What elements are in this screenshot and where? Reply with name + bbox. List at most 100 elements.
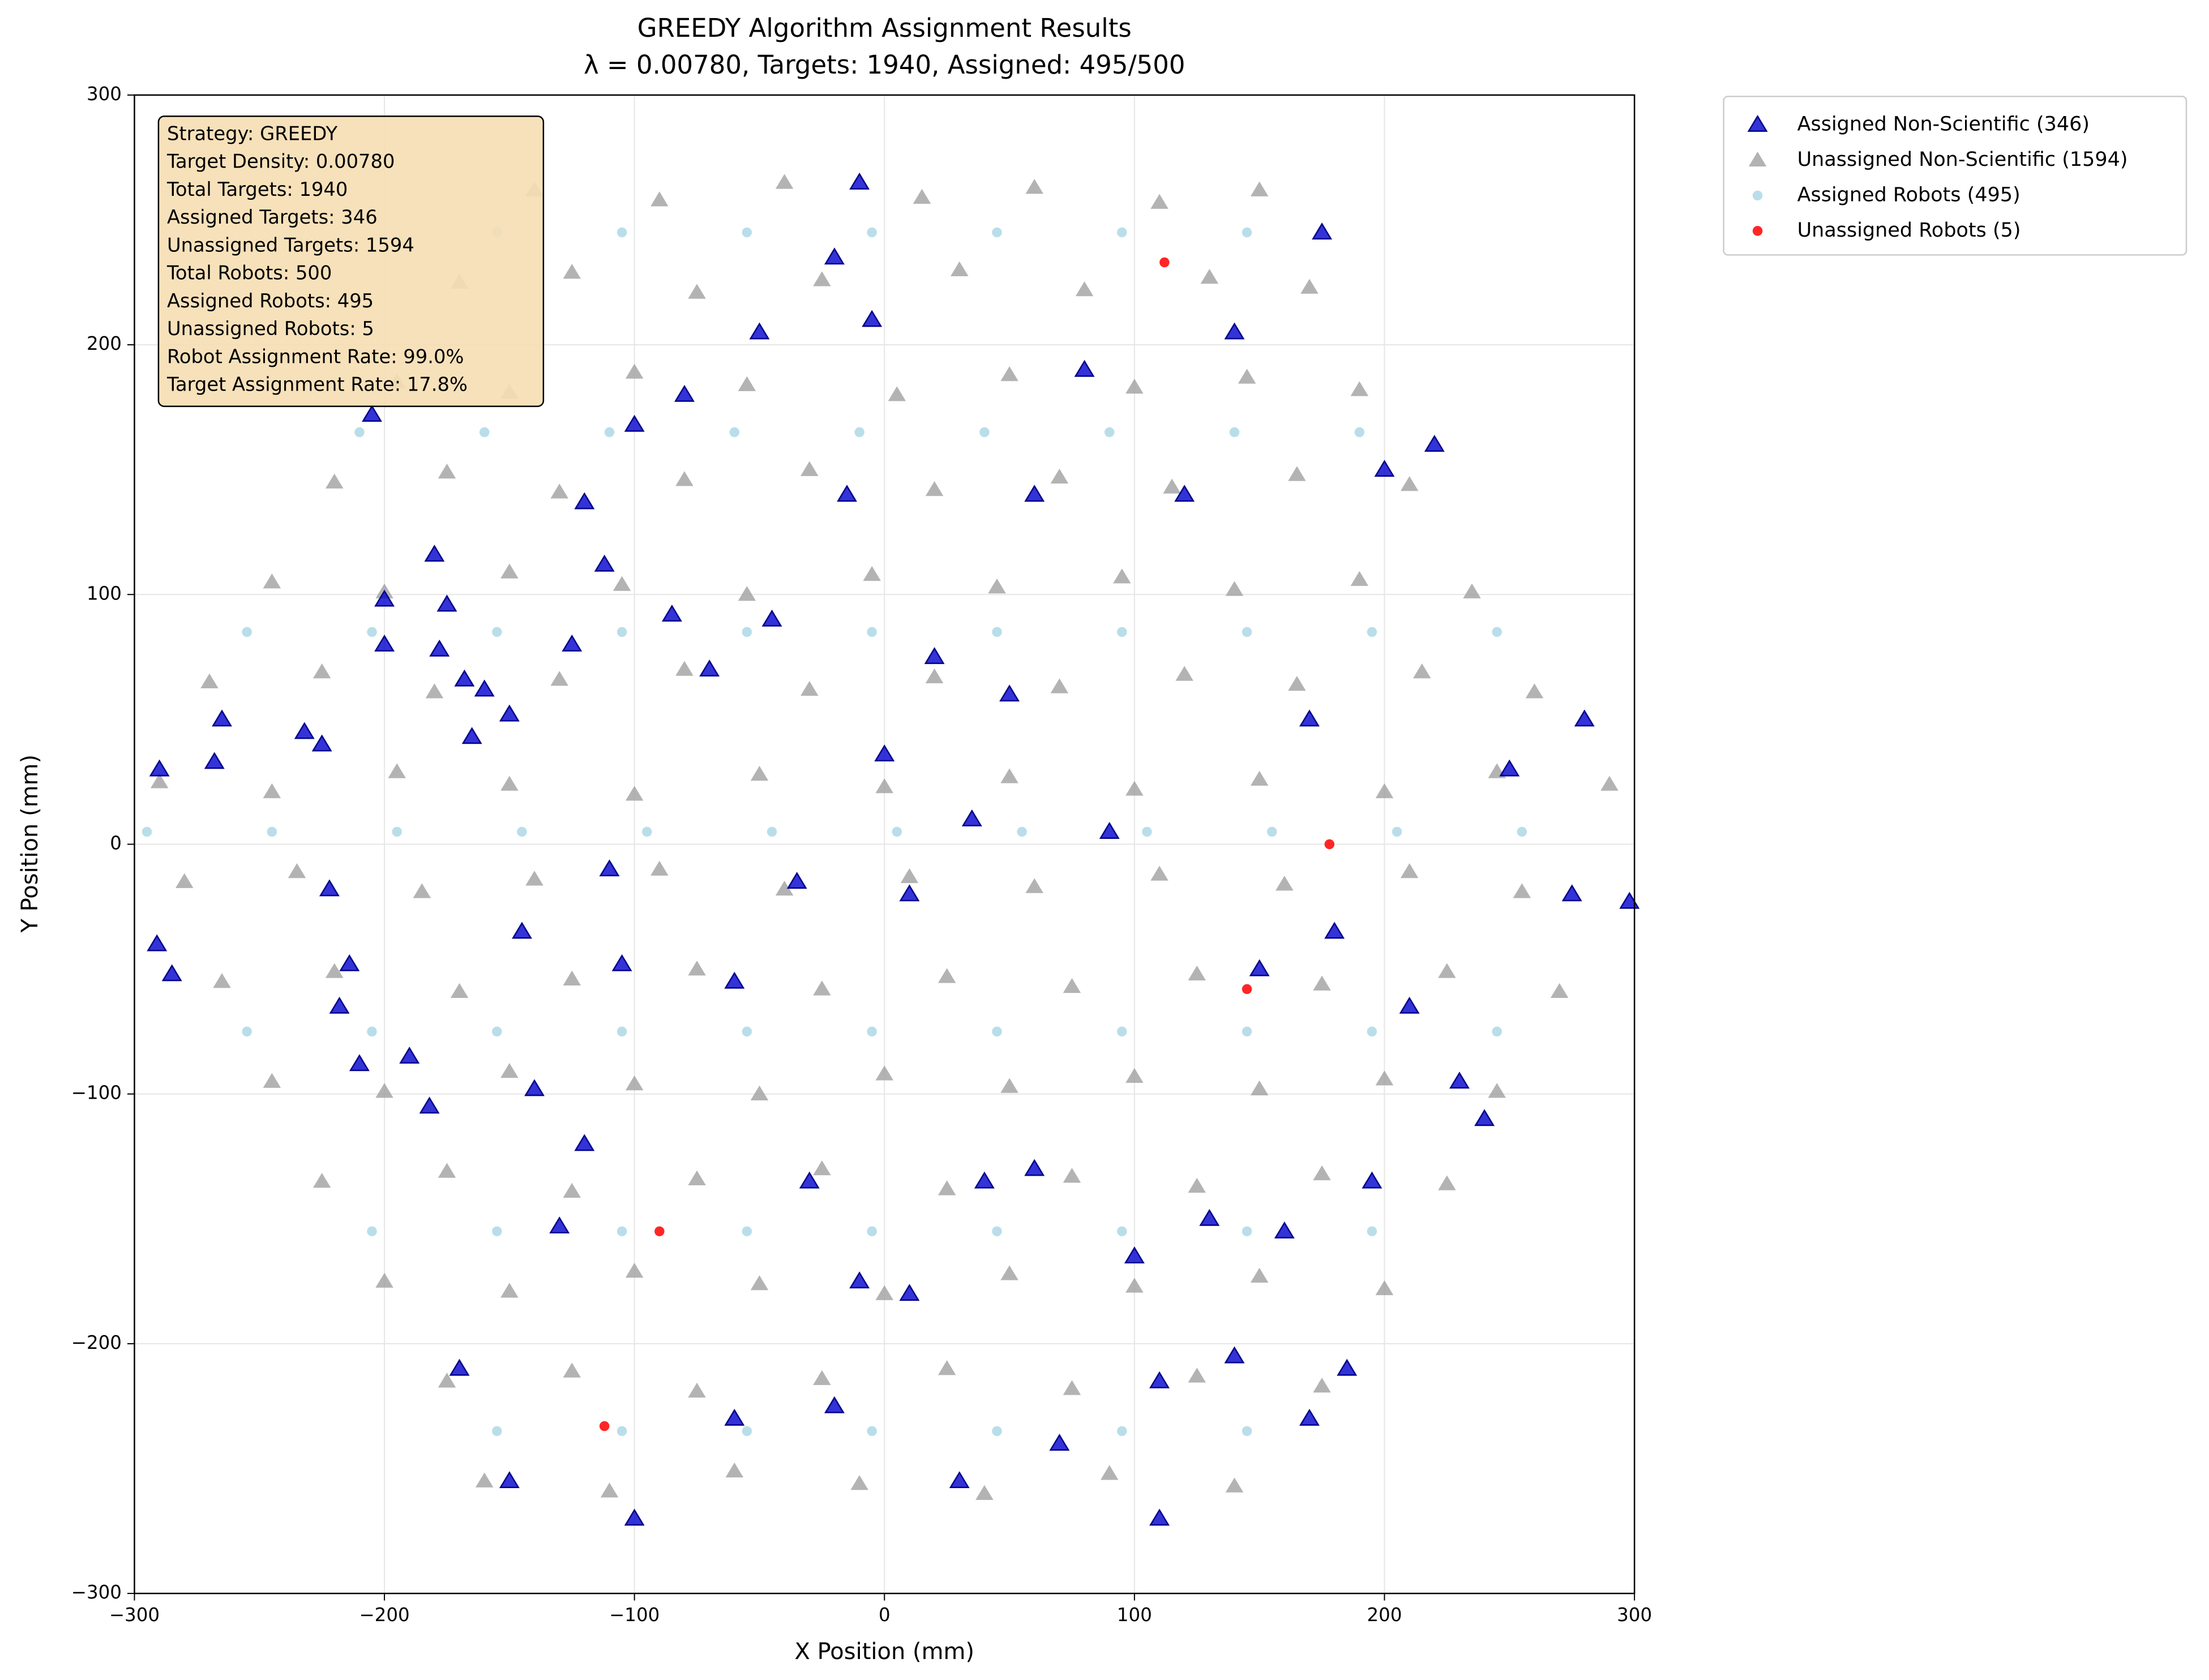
target-marker — [750, 1275, 769, 1291]
target-marker — [750, 1085, 769, 1100]
target-marker — [1250, 1267, 1269, 1283]
robot-marker — [617, 227, 627, 238]
target-marker — [1225, 1477, 1244, 1493]
target-marker — [738, 586, 756, 601]
robot-marker — [492, 1026, 502, 1037]
robot-marker — [892, 826, 902, 837]
robot-marker — [479, 427, 490, 438]
target-marker — [524, 1079, 545, 1096]
target-marker — [849, 172, 870, 190]
target-marker — [1250, 770, 1269, 786]
chart-title: GREEDY Algorithm Assignment Results — [637, 13, 1132, 43]
target-marker — [1075, 281, 1094, 297]
robot-marker — [742, 1026, 752, 1037]
target-marker — [1525, 683, 1544, 698]
robot-marker — [992, 227, 1002, 238]
target-marker — [975, 1485, 994, 1500]
target-marker — [1313, 1165, 1331, 1181]
target-marker — [875, 1065, 894, 1081]
target-marker — [461, 727, 482, 744]
robot-marker — [867, 627, 877, 637]
target-marker — [625, 786, 644, 801]
target-marker — [688, 961, 706, 976]
target-marker — [429, 639, 450, 657]
legend-marker — [1748, 151, 1767, 167]
annotation-box — [157, 115, 545, 408]
target-marker — [563, 1362, 581, 1378]
target-marker — [326, 473, 344, 489]
target-marker — [312, 663, 331, 679]
target-marker — [374, 635, 395, 652]
target-marker — [925, 481, 944, 496]
annotation-line: Assigned Robots: 495 — [167, 290, 374, 312]
target-marker — [725, 1462, 744, 1478]
target-marker — [951, 261, 969, 277]
target-marker — [1274, 1221, 1295, 1238]
legend-marker — [1752, 226, 1763, 236]
target-marker — [374, 589, 395, 607]
target-marker — [688, 284, 706, 299]
y-tick-label: −200 — [71, 1332, 122, 1353]
robot-marker — [992, 627, 1002, 637]
target-marker — [1438, 963, 1456, 978]
robot-marker — [1492, 627, 1502, 637]
target-marker — [1312, 222, 1333, 240]
target-marker — [1375, 1280, 1394, 1296]
target-marker — [862, 310, 883, 327]
target-marker — [1188, 1177, 1206, 1193]
target-marker — [500, 1283, 519, 1298]
target-marker — [1101, 1465, 1119, 1480]
target-marker — [399, 1047, 420, 1064]
target-marker — [1275, 876, 1294, 891]
robot-marker — [867, 1026, 877, 1037]
target-marker — [1099, 822, 1120, 839]
target-marker — [1250, 181, 1269, 196]
target-marker — [611, 954, 632, 971]
target-marker — [1299, 1408, 1320, 1426]
target-marker — [311, 734, 332, 752]
target-marker — [263, 1073, 281, 1088]
plot-frame — [134, 94, 1636, 1595]
target-marker — [1188, 1368, 1206, 1383]
target-marker — [1313, 1377, 1331, 1393]
target-marker — [1313, 975, 1331, 991]
robot-marker — [1367, 1226, 1377, 1237]
target-marker — [1249, 959, 1270, 976]
annotation-line: Assigned Targets: 346 — [167, 206, 378, 228]
robot-marker — [367, 627, 377, 637]
robot-marker — [742, 1226, 752, 1237]
target-marker — [874, 744, 895, 762]
robot-marker — [617, 1226, 627, 1237]
target-marker — [624, 1508, 645, 1526]
target-marker — [263, 573, 281, 589]
target-marker — [799, 1171, 820, 1189]
target-marker — [924, 647, 945, 665]
target-marker — [449, 1358, 470, 1376]
target-marker — [454, 669, 475, 687]
robot-marker — [1242, 984, 1252, 995]
target-marker — [1024, 485, 1045, 502]
target-marker — [599, 859, 620, 877]
target-marker — [899, 1284, 920, 1301]
robot-marker — [354, 427, 365, 438]
target-marker — [424, 545, 445, 562]
robot-marker — [1324, 839, 1335, 850]
target-marker — [675, 661, 693, 676]
target-marker — [1150, 865, 1168, 881]
target-marker — [675, 471, 693, 486]
target-marker — [563, 264, 581, 279]
target-marker — [425, 683, 444, 698]
annotation-line: Total Targets: 1940 — [166, 178, 348, 200]
target-marker — [1125, 379, 1144, 394]
robot-marker — [392, 826, 402, 837]
target-marker — [1174, 485, 1195, 502]
robot-marker — [617, 1426, 627, 1437]
target-marker — [413, 883, 431, 898]
target-marker — [362, 405, 382, 422]
target-marker — [1050, 678, 1069, 693]
target-marker — [474, 679, 495, 697]
target-marker — [899, 884, 920, 902]
x-tick-label: 0 — [879, 1604, 891, 1626]
legend-marker — [1752, 190, 1763, 201]
target-marker — [1163, 478, 1181, 494]
